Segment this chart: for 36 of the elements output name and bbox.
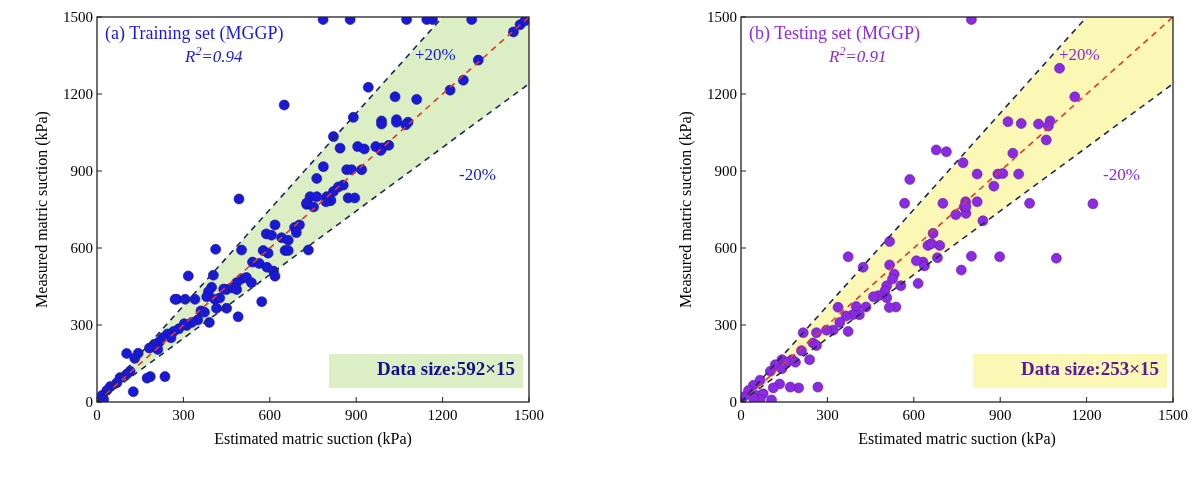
y-tick-label: 0	[85, 394, 93, 410]
x-tick-label: 1200	[1071, 407, 1102, 423]
x-tick-label: 600	[258, 407, 282, 423]
annotation: Data size:592×15	[377, 358, 515, 379]
y-tick-label: 0	[729, 394, 737, 410]
y-tick-label: 900	[714, 163, 737, 179]
y-axis-title: Measured matric suction (kPa)	[677, 111, 695, 308]
x-tick-label: 600	[902, 407, 926, 423]
y-tick-label: 900	[70, 163, 93, 179]
annotation: -20%	[1103, 165, 1140, 184]
x-tick-label: 1500	[1158, 407, 1188, 423]
y-tick-label: 300	[70, 317, 93, 333]
annotation: Data size:253×15	[1021, 358, 1159, 379]
y-tick-label: 600	[714, 240, 737, 256]
annotation: R$^{2}$=0.94	[184, 44, 244, 66]
annotation: R$^{2}$=0.91	[828, 44, 887, 66]
y-tick-label: 600	[70, 240, 93, 256]
x-tick-label: 1200	[427, 407, 458, 423]
x-tick-label: 1500	[514, 407, 544, 423]
y-tick-label: 300	[714, 317, 737, 333]
y-tick-label: 1500	[707, 9, 737, 25]
x-tick-label: 300	[816, 407, 839, 423]
y-tick-label: 1200	[63, 86, 93, 102]
annotation: +20%	[415, 45, 456, 64]
x-tick-label: 900	[988, 407, 1012, 423]
y-axis-title: Measured matric suction (kPa)	[33, 111, 51, 308]
annotation: -20%	[459, 165, 496, 184]
x-tick-label: 300	[172, 407, 195, 423]
y-tick-label: 1500	[63, 9, 93, 25]
x-axis-title: Estimated matric suction (kPa)	[214, 430, 412, 448]
chart-title: (a) Training set (MGGP)	[105, 23, 284, 44]
x-tick-label: 900	[344, 407, 368, 423]
x-axis-title: Estimated matric suction (kPa)	[858, 430, 1056, 448]
chart-title: (b) Testing set (MGGP)	[749, 23, 920, 44]
y-tick-label: 1200	[707, 86, 737, 102]
annotation: +20%	[1059, 45, 1100, 64]
